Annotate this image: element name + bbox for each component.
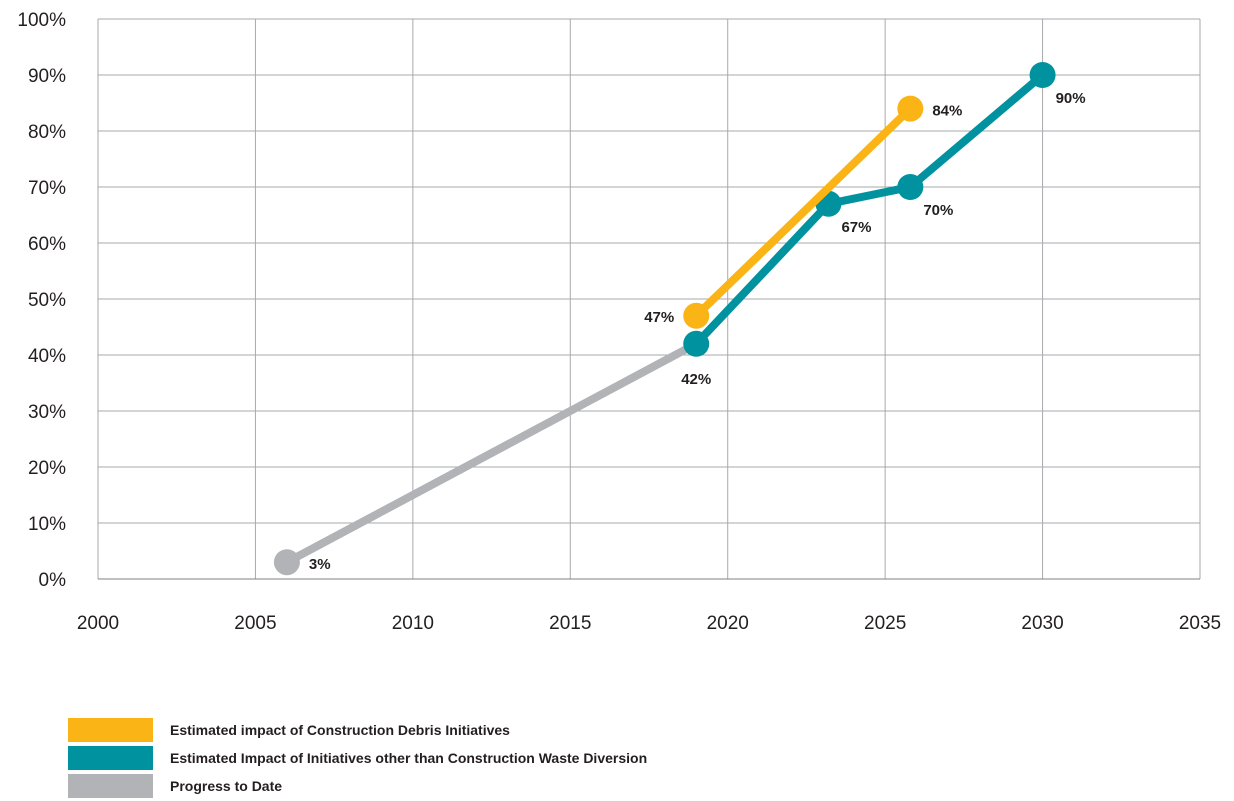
legend: Estimated impact of Construction Debris … <box>68 717 647 801</box>
series-line <box>692 104 915 320</box>
x-tick-label: 2015 <box>549 613 591 634</box>
legend-item-other-initiatives: Estimated Impact of Initiatives other th… <box>68 745 647 771</box>
series-group <box>273 62 1056 576</box>
legend-swatch-progress-to-date <box>68 774 153 798</box>
data-label: 70% <box>923 202 953 219</box>
series-line <box>692 71 1047 348</box>
data-point <box>683 302 710 329</box>
line-chart: 0% 10% 20% 30% 40% 50% 60% 70% 80% 90% 100% 2000 200… <box>17 10 1221 634</box>
y-tick-label: 50% <box>28 290 66 311</box>
legend-item-progress-to-date: Progress to Date <box>68 773 647 799</box>
data-labels: 47% 84% 42% 67% 70% 90% 3% <box>309 90 1086 573</box>
grid <box>97 18 1201 579</box>
x-tick-label: 2025 <box>864 613 906 634</box>
data-label: 90% <box>1056 90 1086 107</box>
data-point <box>1029 62 1056 88</box>
y-tick-label: 10% <box>28 514 66 535</box>
data-label: 42% <box>681 371 711 388</box>
axes: 0% 10% 20% 30% 40% 50% 60% 70% 80% 90% 100% 2000 200… <box>17 10 1221 634</box>
data-point <box>897 174 924 200</box>
data-point <box>897 95 924 122</box>
y-tick-label: 0% <box>39 570 67 591</box>
y-tick-label: 30% <box>28 402 66 423</box>
x-tick-label: 2035 <box>1179 613 1221 634</box>
y-tick-label: 80% <box>28 122 66 143</box>
legend-swatch-construction-debris <box>68 718 153 742</box>
x-tick-label: 2030 <box>1021 613 1063 634</box>
x-tick-label: 2010 <box>392 613 434 634</box>
series-line <box>282 339 701 567</box>
legend-label-progress-to-date: Progress to Date <box>170 778 283 794</box>
data-label: 3% <box>309 556 331 573</box>
data-label: 47% <box>644 309 674 326</box>
legend-item-construction-debris: Estimated impact of Construction Debris … <box>68 717 647 743</box>
y-tick-label: 100% <box>17 10 66 31</box>
y-tick-label: 60% <box>28 234 66 255</box>
x-tick-label: 2000 <box>77 613 119 634</box>
data-point <box>683 330 710 357</box>
legend-label-construction-debris: Estimated impact of Construction Debris … <box>170 722 510 738</box>
y-tick-label: 90% <box>28 66 66 87</box>
x-tick-label: 2005 <box>234 613 276 634</box>
y-tick-label: 70% <box>28 178 66 199</box>
y-tick-label: 20% <box>28 458 66 479</box>
legend-label-other-initiatives: Estimated Impact of Initiatives other th… <box>170 750 648 766</box>
data-label: 84% <box>932 103 962 120</box>
data-label: 67% <box>841 219 871 236</box>
y-tick-label: 40% <box>28 346 66 367</box>
data-point <box>273 549 300 576</box>
x-tick-label: 2020 <box>707 613 749 634</box>
legend-swatch-other-initiatives <box>68 746 153 770</box>
